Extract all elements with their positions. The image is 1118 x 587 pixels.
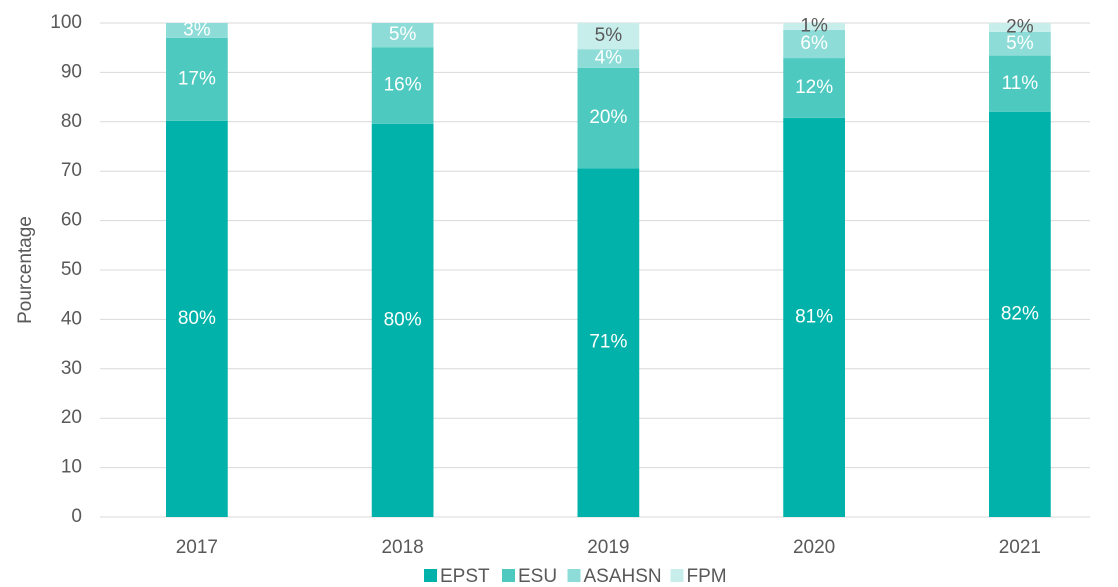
data-label: 6% [800,33,828,54]
data-label: 5% [595,25,623,46]
data-label: 17% [178,68,216,89]
data-label: 1% [800,15,828,36]
bar-segment [989,23,1051,32]
data-label: 16% [384,75,422,96]
x-tick-label: 2019 [587,537,629,558]
legend-swatch [424,569,437,582]
bar-segment [783,29,845,59]
y-tick-label: 100 [50,12,82,33]
data-label: 5% [389,24,417,45]
y-tick-label: 10 [61,457,82,478]
bar-segment [166,23,228,38]
bar-segment [577,67,640,169]
data-label: 82% [1001,303,1039,324]
legend-label: ESU [518,566,557,587]
y-tick-label: 0 [71,506,82,527]
y-tick-label: 70 [61,160,82,181]
legend-swatch [502,569,515,582]
data-label: 20% [589,107,627,128]
y-tick-label: 40 [61,308,82,329]
bar-segment [577,168,640,517]
bar-segment [989,111,1051,518]
legend-label: FPM [687,566,727,587]
data-label: 12% [795,77,833,98]
data-label: 11% [1002,73,1039,94]
data-label: 80% [178,308,216,329]
legend-label: ASAHSN [584,566,662,587]
data-label: 4% [595,48,623,69]
bar-segment [371,47,434,124]
bar-segment [989,55,1051,112]
data-label: 81% [795,306,833,327]
bar-segment [577,49,640,68]
bar-segment [371,123,434,517]
bar-segment [166,37,228,121]
bar-segment [783,23,845,30]
bar-segment [783,58,845,118]
y-tick-label: 80 [61,111,82,132]
y-tick-label: 50 [61,259,82,280]
bar-segment [371,23,434,48]
x-tick-label: 2017 [176,537,218,558]
x-tick-label: 2021 [999,537,1041,558]
y-tick-label: 20 [61,407,82,428]
data-label: 71% [589,332,627,353]
bar-segment [577,23,640,50]
bar-segment [166,120,228,517]
x-tick-label: 2018 [381,537,423,558]
data-label: 80% [384,309,422,330]
legend-swatch [567,569,581,582]
data-label: 3% [183,19,211,40]
y-tick-label: 60 [61,210,82,231]
legend-swatch [670,569,684,582]
bar-segment [783,117,845,518]
data-label: 5% [1006,33,1034,54]
legend-label: EPST [440,566,490,587]
y-axis-label: Pourcentage [15,216,36,324]
bar-segment [989,31,1051,56]
x-tick-label: 2020 [793,537,835,558]
y-tick-label: 30 [61,358,82,379]
y-tick-label: 90 [61,61,82,82]
data-label: 2% [1006,16,1034,37]
